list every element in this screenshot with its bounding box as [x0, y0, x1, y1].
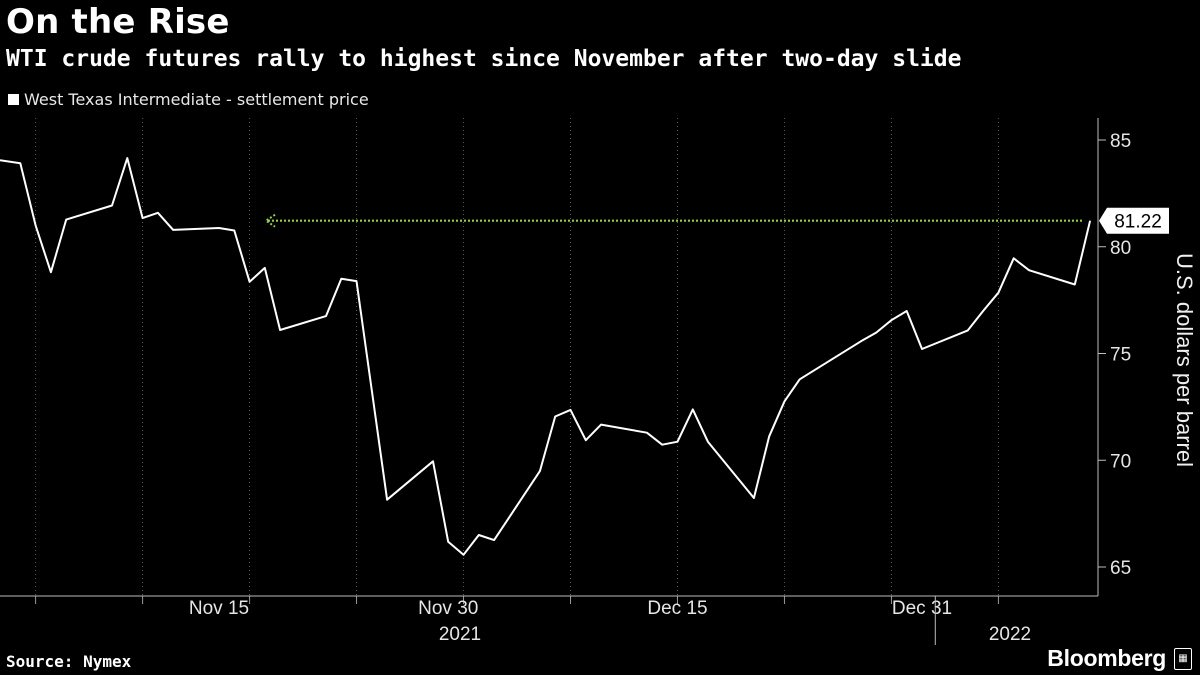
series-line	[0, 157, 1092, 556]
y-tick-label: 80	[1110, 238, 1131, 259]
legend-swatch	[8, 94, 19, 105]
last-value-label: 81.22	[1114, 212, 1162, 233]
last-value-badge	[1099, 207, 1169, 234]
y-tick-label: 75	[1110, 345, 1131, 366]
source-note: Source: Nymex	[6, 652, 132, 671]
x-tick-label: Nov 30	[418, 598, 478, 619]
brand-icon: ▦	[1174, 648, 1192, 670]
y-axis-label: U.S. dollars per barrel	[1172, 253, 1197, 467]
legend: West Texas Intermediate - settlement pri…	[8, 90, 369, 109]
legend-label: West Texas Intermediate - settlement pri…	[24, 90, 369, 109]
x-tick-label: Dec 15	[647, 598, 707, 619]
y-tick-label: 85	[1110, 131, 1131, 152]
year-label: 2021	[439, 624, 481, 645]
x-tick-label: Nov 15	[189, 598, 249, 619]
year-label: 2022	[989, 624, 1031, 645]
y-tick-label: 65	[1110, 558, 1131, 579]
x-tick-label: Dec 31	[892, 598, 952, 619]
y-tick-label: 70	[1110, 451, 1131, 472]
bloomberg-logo: Bloomberg	[1047, 645, 1166, 671]
chart-title: On the Rise	[6, 2, 230, 42]
chart-subtitle: WTI crude futures rally to highest since…	[6, 46, 962, 72]
